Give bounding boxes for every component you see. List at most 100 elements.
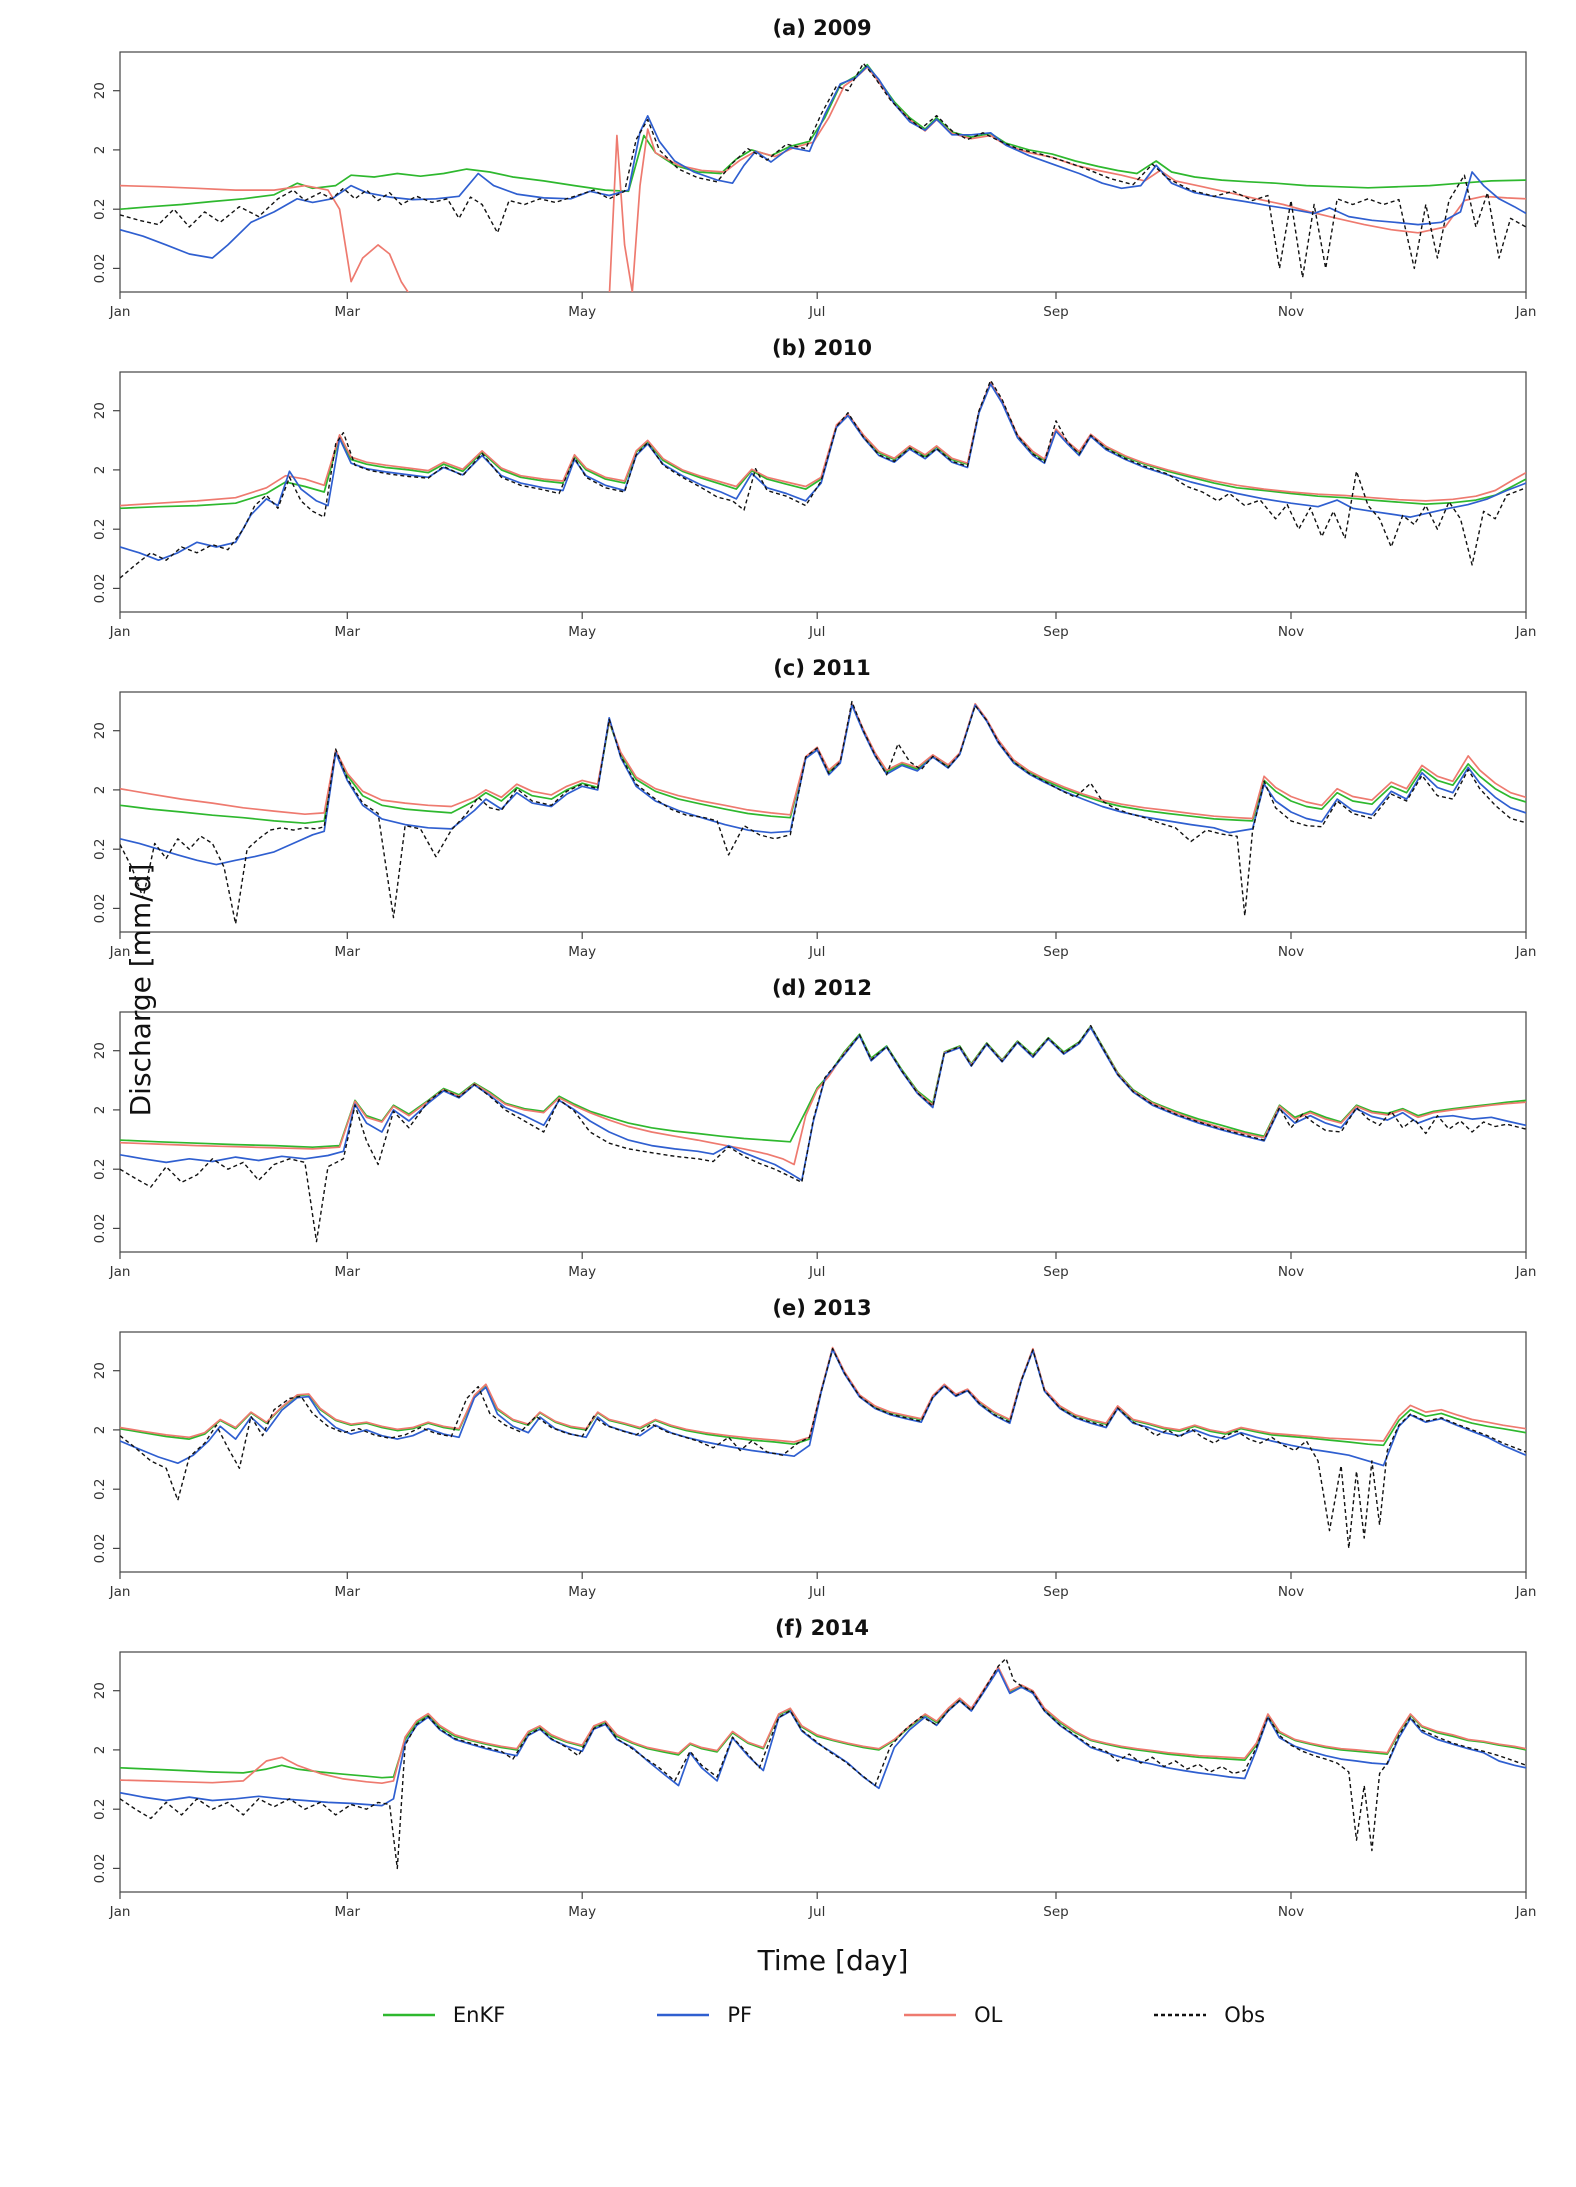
svg-text:Jan: Jan <box>1515 1584 1537 1600</box>
svg-text:20: 20 <box>92 402 108 419</box>
svg-text:May: May <box>568 304 596 320</box>
svg-text:0.2: 0.2 <box>92 1798 108 1819</box>
svg-text:20: 20 <box>92 1362 108 1379</box>
svg-text:Mar: Mar <box>335 304 361 320</box>
series-ol <box>120 702 1526 820</box>
panel-plot-c: Jan Mar May Jul Sep Nov Jan 0.02 0.2 2 20 <box>92 691 1536 960</box>
svg-text:0.02: 0.02 <box>92 1213 108 1243</box>
panel-title-e: (e) 2013 <box>772 1296 872 1320</box>
svg-text:Sep: Sep <box>1043 624 1068 640</box>
svg-text:Nov: Nov <box>1278 944 1304 960</box>
series-enkf <box>120 63 1526 211</box>
svg-text:0.02: 0.02 <box>92 1533 108 1563</box>
svg-text:20: 20 <box>92 1682 108 1699</box>
legend-line-ol-icon <box>904 2013 957 2017</box>
series-pf <box>120 1026 1526 1182</box>
legend-item-obs: Obs <box>1152 2003 1265 2027</box>
svg-text:2: 2 <box>92 1106 108 1115</box>
svg-text:Jan: Jan <box>109 1584 131 1600</box>
svg-text:0.02: 0.02 <box>92 573 108 603</box>
legend-label-ol: OL <box>974 2003 1003 2027</box>
svg-text:May: May <box>568 1584 596 1600</box>
series-ol <box>120 66 1526 292</box>
svg-text:May: May <box>568 1264 596 1280</box>
svg-text:2: 2 <box>92 786 108 795</box>
svg-text:2: 2 <box>92 146 108 155</box>
series-obs <box>120 1024 1526 1243</box>
svg-text:Mar: Mar <box>335 944 361 960</box>
svg-text:May: May <box>568 944 596 960</box>
series-ol <box>120 1026 1526 1166</box>
legend-label-obs: Obs <box>1224 2003 1266 2027</box>
series-ol <box>120 1666 1526 1785</box>
svg-text:0.2: 0.2 <box>92 198 108 219</box>
panel-title-c: (c) 2011 <box>773 656 871 680</box>
svg-text:20: 20 <box>92 82 108 99</box>
legend-item-ol: OL <box>902 2003 1002 2027</box>
svg-text:Jan: Jan <box>109 304 131 320</box>
series-obs <box>120 62 1526 279</box>
svg-text:Mar: Mar <box>335 1904 361 1920</box>
svg-text:Jul: Jul <box>808 944 825 960</box>
svg-text:Jul: Jul <box>808 1264 825 1280</box>
legend-line-enkf-icon <box>382 2013 435 2017</box>
svg-text:Jan: Jan <box>109 944 131 960</box>
panel-title-b: (b) 2010 <box>772 336 872 360</box>
series-pf <box>120 383 1526 562</box>
legend-line-pf-icon <box>657 2013 710 2017</box>
panel-plot-a: Jan Mar May Jul Sep Nov Jan 0.02 0.2 2 20 <box>92 51 1537 320</box>
svg-text:Nov: Nov <box>1278 1264 1304 1280</box>
legend-line-obs-icon <box>1154 2013 1207 2017</box>
svg-text:Jul: Jul <box>808 624 825 640</box>
svg-text:20: 20 <box>92 1042 108 1059</box>
series-pf <box>120 1348 1526 1467</box>
svg-text:0.02: 0.02 <box>92 893 108 923</box>
svg-text:Jan: Jan <box>109 624 131 640</box>
panel-a: (a) 2009 Jan Mar May Jul Sep Nov Jan 0.02 0.2 2 20 <box>64 10 1576 330</box>
panel-title-f: (f) 2014 <box>774 1616 870 1640</box>
svg-text:Jul: Jul <box>808 1904 825 1920</box>
series-pf <box>120 65 1526 259</box>
panel-b: (b) 2010 Jan Mar May Jul Sep Nov Jan 0.02 0.2 2 20 <box>64 330 1576 650</box>
series-pf <box>120 704 1526 866</box>
svg-text:Mar: Mar <box>335 1264 361 1280</box>
svg-text:20: 20 <box>92 722 108 739</box>
svg-text:Sep: Sep <box>1043 1584 1068 1600</box>
svg-text:Nov: Nov <box>1278 1904 1304 1920</box>
svg-text:0.2: 0.2 <box>92 838 108 859</box>
svg-text:0.2: 0.2 <box>92 1158 108 1179</box>
panel-title-d: (d) 2012 <box>772 976 872 1000</box>
svg-text:May: May <box>568 1904 596 1920</box>
svg-text:0.02: 0.02 <box>92 1853 108 1883</box>
legend: EnKF PF OL Obs <box>0 2003 1576 2027</box>
svg-text:2: 2 <box>92 1426 108 1435</box>
x-axis-label: Time [day] <box>757 1944 909 1977</box>
panel-plot-b: Jan Mar May Jul Sep Nov Jan 0.02 0.2 2 20 <box>92 371 1537 640</box>
legend-label-pf: PF <box>727 2003 753 2027</box>
svg-text:Nov: Nov <box>1278 624 1304 640</box>
panel-plot-d: Jan Mar May Jul Sep Nov Jan 0.02 0.2 2 20 <box>92 1011 1537 1280</box>
svg-text:Jul: Jul <box>808 304 825 320</box>
svg-text:0.2: 0.2 <box>92 518 108 539</box>
svg-text:Jan: Jan <box>109 1904 131 1920</box>
svg-text:Jan: Jan <box>1515 304 1537 320</box>
legend-item-pf: PF <box>655 2003 752 2027</box>
panel-d: (d) 2012 Jan Mar May Jul Sep Nov Jan 0.02 0.2 2 20 <box>64 970 1576 1290</box>
panel-plot-e: Jan Mar May Jul Sep Nov Jan 0.02 0.2 2 20 <box>92 1331 1537 1600</box>
svg-text:May: May <box>568 624 596 640</box>
legend-item-enkf: EnKF <box>381 2003 505 2027</box>
chart-panels: (a) 2009 Jan Mar May Jul Sep Nov Jan 0.02 0.2 2 20… <box>64 10 1576 1930</box>
svg-text:Jan: Jan <box>109 1264 131 1280</box>
panel-f: (f) 2014 Jan Mar May Jul Sep Nov Jan 0.02 0.2 2 20 <box>64 1610 1576 1930</box>
svg-text:Sep: Sep <box>1043 304 1068 320</box>
svg-text:Nov: Nov <box>1278 1584 1304 1600</box>
svg-text:Jan: Jan <box>1515 624 1537 640</box>
svg-text:0.02: 0.02 <box>92 253 108 283</box>
svg-text:Jan: Jan <box>1515 1264 1537 1280</box>
svg-text:Mar: Mar <box>335 624 361 640</box>
panel-title-a: (a) 2009 <box>772 16 872 40</box>
svg-text:2: 2 <box>92 466 108 475</box>
panel-plot-f: Jan Mar May Jul Sep Nov Jan 0.02 0.2 2 20 <box>92 1651 1536 1920</box>
svg-text:Sep: Sep <box>1043 1264 1068 1280</box>
